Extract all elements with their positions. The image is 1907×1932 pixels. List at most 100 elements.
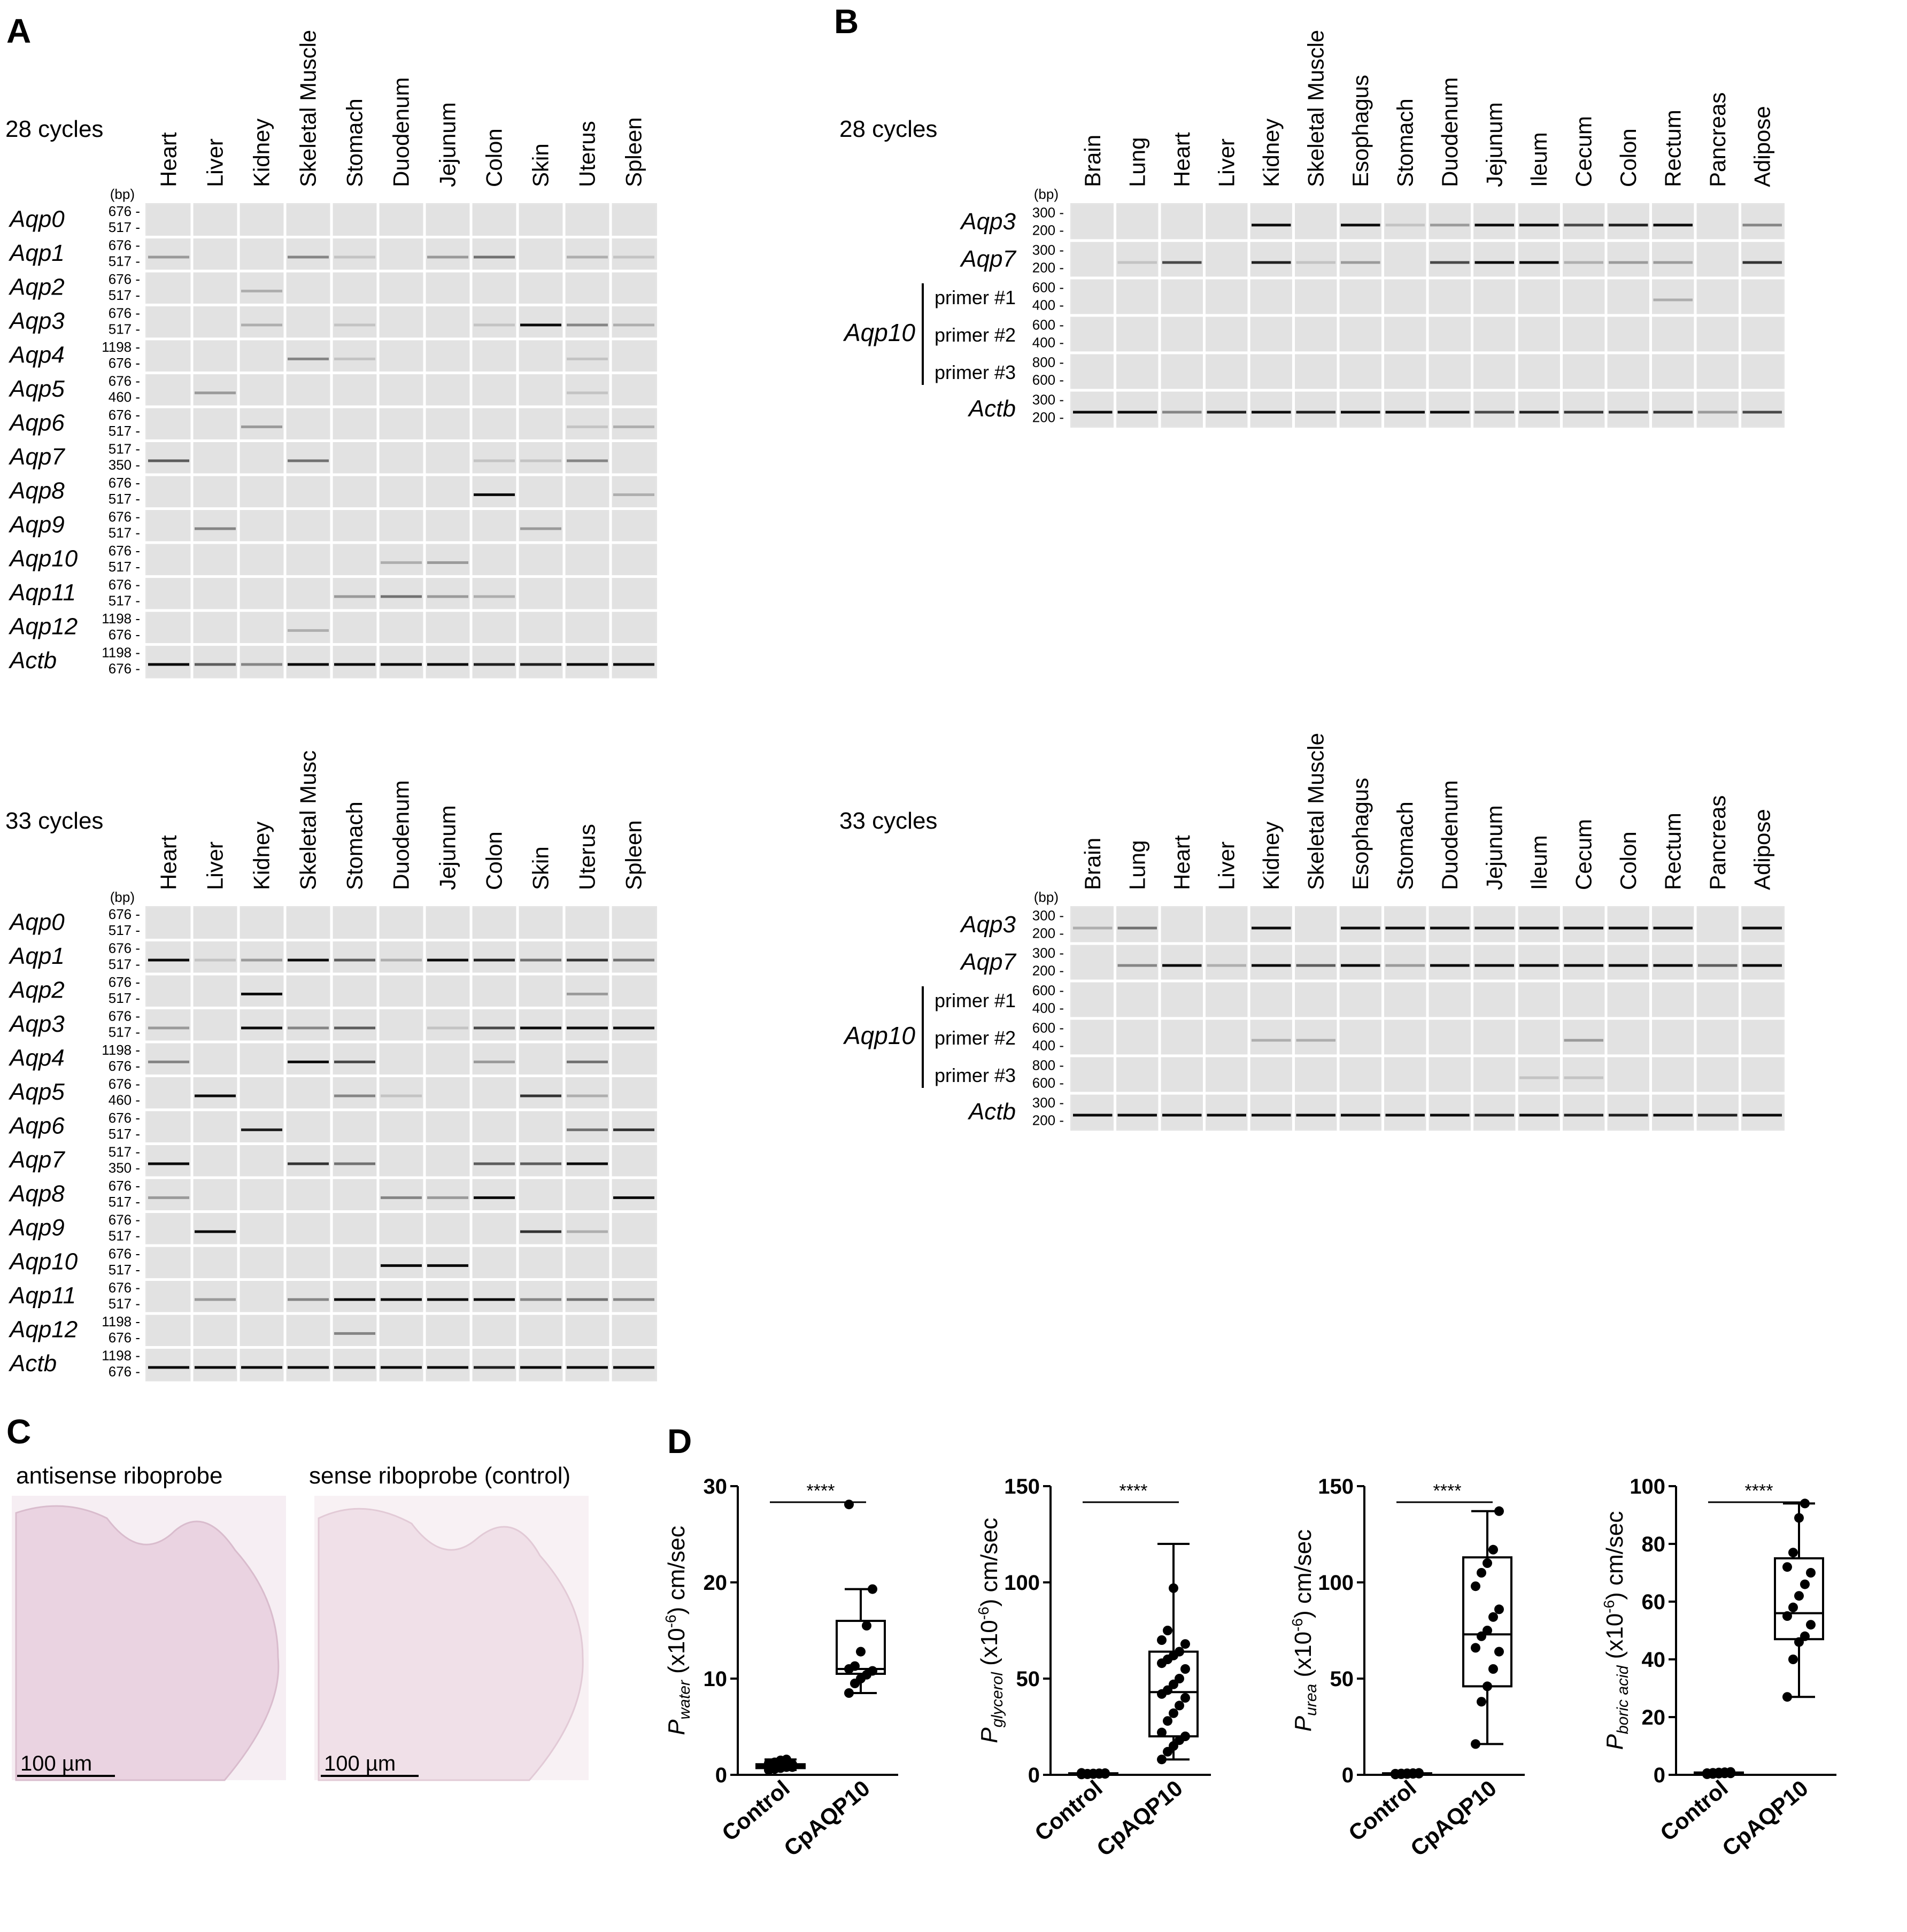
lane-cell [1384, 908, 1426, 942]
lane-cell [1563, 242, 1604, 276]
size-marker: 676 - [109, 373, 140, 389]
lane-cell [473, 1009, 516, 1040]
lane-cell [240, 1247, 283, 1278]
lane-cell [473, 1281, 516, 1312]
lane-label: Liver [203, 138, 228, 187]
gene-label: Aqp10 [8, 545, 78, 571]
band [241, 1026, 282, 1030]
lane-cell [566, 1247, 609, 1278]
lane-cell [1295, 317, 1337, 351]
band [1073, 411, 1113, 414]
lane-cell [240, 1349, 283, 1380]
lane-cell [380, 442, 423, 473]
lane-cell [566, 510, 609, 541]
lane-cell [147, 1213, 190, 1244]
data-point [1169, 1583, 1178, 1593]
lane-cell [1518, 354, 1560, 389]
band [567, 959, 608, 962]
data-point [1494, 1604, 1504, 1614]
band [334, 1366, 375, 1369]
band [334, 1298, 375, 1301]
lane-cell [240, 1111, 283, 1142]
band [427, 663, 468, 666]
y-tick-label: 0 [1654, 1764, 1665, 1787]
lane-cell [194, 1281, 237, 1312]
lane-cell [1697, 908, 1739, 942]
band [288, 459, 329, 462]
lane-cell [1295, 945, 1337, 979]
band [613, 493, 654, 496]
lane-cell [1340, 1095, 1381, 1129]
data-point [1483, 1558, 1492, 1568]
lane-cell [1250, 280, 1292, 314]
band [288, 629, 329, 632]
lane-label: Duodenum [1437, 78, 1462, 187]
band [1474, 223, 1514, 227]
size-marker: 517 - [109, 491, 140, 507]
lane-cell [1250, 983, 1292, 1017]
panel-label-d: D [667, 1422, 692, 1460]
lane-label: Jejunum [1481, 805, 1507, 890]
lane-cell [1741, 242, 1783, 276]
lane-cell [1608, 1020, 1649, 1054]
lane-cell [1741, 205, 1783, 239]
lane-cell [147, 578, 190, 609]
band [474, 595, 515, 598]
gene-label: Aqp4 [8, 342, 65, 368]
lane-cell [380, 1044, 423, 1075]
lane-cell [1340, 354, 1381, 389]
lane-cell [1518, 908, 1560, 942]
lane-cell [1206, 354, 1247, 389]
lane-cell [333, 510, 376, 541]
lane-label: Lung [1124, 840, 1149, 890]
y-tick-label: 100 [1318, 1571, 1354, 1595]
lane-cell [380, 941, 423, 972]
band [1117, 964, 1157, 967]
scale-bar-left-label: 100 µm [20, 1752, 92, 1775]
data-point [1175, 1674, 1184, 1683]
lane-label: Colon [1616, 128, 1641, 187]
y-label-exponent: -6 [1601, 1600, 1617, 1613]
band [1341, 261, 1380, 264]
significance-label: **** [807, 1481, 835, 1501]
band [195, 1094, 236, 1098]
band [1742, 926, 1782, 930]
band [1653, 223, 1693, 227]
lane-cell [1072, 908, 1114, 942]
lane-cell [194, 1179, 237, 1210]
data-point [1782, 1611, 1792, 1621]
lane-cell [287, 408, 330, 439]
lane-label: Skeletal Muscle [1303, 733, 1328, 890]
band [381, 1298, 422, 1301]
lane-cell [473, 1179, 516, 1210]
band [241, 1128, 282, 1131]
lane-cell [473, 1077, 516, 1108]
lane-cell [426, 442, 469, 473]
lane-cell [612, 1247, 655, 1278]
band [1653, 964, 1693, 967]
lane-cell [194, 1247, 237, 1278]
band [381, 1264, 422, 1267]
lane-cell [1473, 392, 1515, 426]
lane-cell [519, 578, 562, 609]
size-marker: 517 - [109, 1262, 140, 1278]
lane-label: Duodenum [389, 78, 414, 187]
lane-cell [240, 976, 283, 1007]
lane-cell [473, 646, 516, 677]
band [1564, 1039, 1603, 1042]
band [567, 663, 608, 666]
lane-cell [147, 238, 190, 269]
data-point [1477, 1697, 1486, 1707]
lane-cell [1072, 1095, 1114, 1129]
lane-cell [1295, 242, 1337, 276]
data-point [1163, 1716, 1172, 1726]
gene-label: Aqp1 [8, 240, 65, 266]
lane-cell [473, 1349, 516, 1380]
data-point [1782, 1562, 1792, 1572]
band [241, 323, 282, 327]
lane-cell [1741, 392, 1783, 426]
lane-label: Uterus [575, 824, 600, 890]
lane-cell [1741, 945, 1783, 979]
lane-cell [566, 374, 609, 405]
lane-cell [1429, 205, 1471, 239]
